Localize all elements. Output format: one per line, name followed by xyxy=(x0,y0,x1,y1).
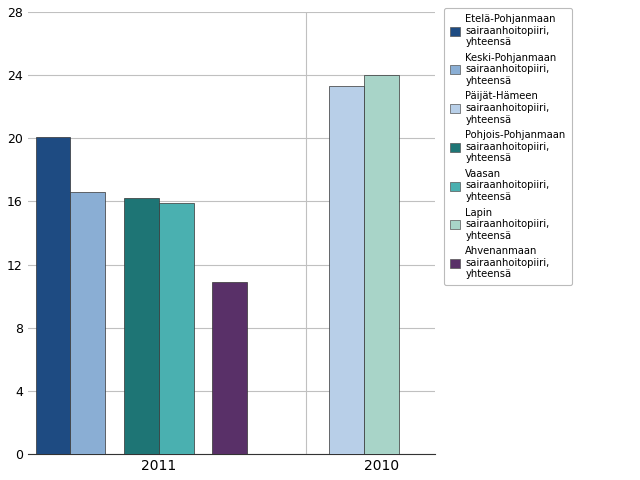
Legend: Etelä-Pohjanmaan
sairaanhoitopiiri,
yhteensä, Keski-Pohjanmaan
sairaanhoitopiiri: Etelä-Pohjanmaan sairaanhoitopiiri, yhte… xyxy=(444,8,572,286)
Bar xyxy=(364,75,399,454)
Bar xyxy=(36,137,70,454)
Bar xyxy=(212,282,247,454)
Bar xyxy=(124,198,159,454)
Bar xyxy=(70,192,105,454)
Bar xyxy=(330,86,364,454)
Bar xyxy=(159,203,193,454)
